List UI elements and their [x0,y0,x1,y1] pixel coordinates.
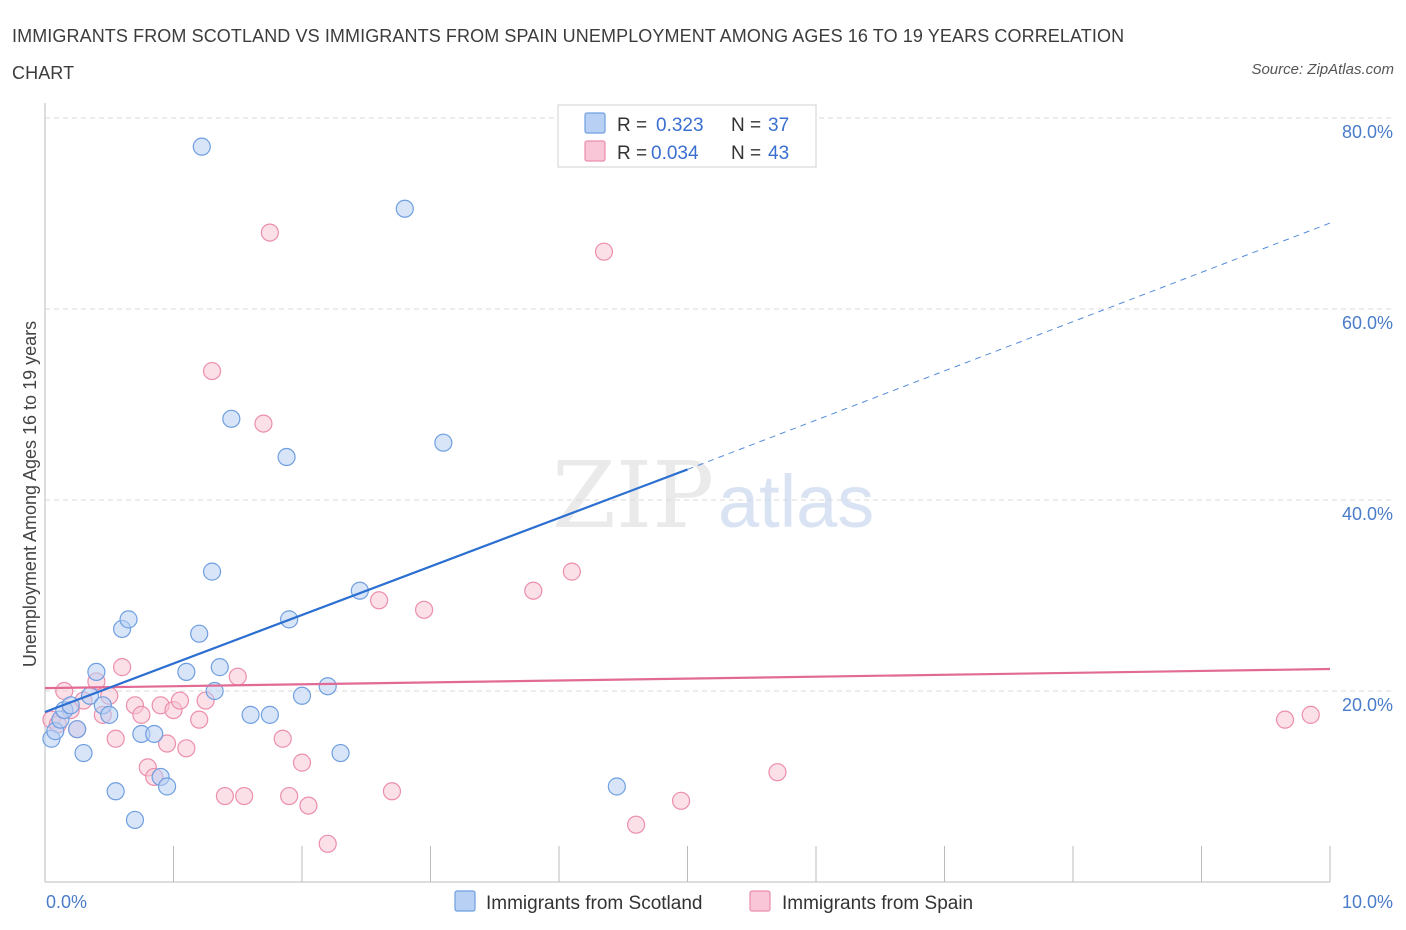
spain-point [235,786,254,806]
spain-point [254,414,273,433]
spain-point [228,667,247,686]
trend-lines [44,222,1331,714]
correlation-legend: R = 0.323 N = 37 R = 0.034 N = 43 [557,104,817,168]
scotland-point [125,810,145,830]
legend-swatch-scotland [584,112,606,134]
y-tick-label: 60.0% [1342,313,1393,333]
spain-point [768,763,787,782]
y-tick-label: 40.0% [1342,504,1393,524]
spain-point [202,361,222,381]
watermark-zip: ZIP [552,442,714,549]
scotland-point [607,777,626,796]
y-tick-label: 20.0% [1342,695,1393,715]
axes [44,103,1331,883]
scotland-point [119,610,138,629]
spain-point [1275,710,1295,729]
scotland-point [260,705,279,724]
legend-r-label-spain: R = [617,143,647,164]
spain-point [562,562,581,581]
spain-point [318,834,337,853]
scotland-point [222,409,241,428]
bottom-legend-swatch-scotland [454,890,476,912]
legend-swatch-spain [584,140,606,162]
spain-point [177,739,196,758]
legend-n-value-spain: 43 [768,143,789,164]
spain-point [292,753,312,772]
scotland-point [74,743,93,763]
spain-point [299,796,318,815]
spain-point [382,782,402,801]
legend-r-value-spain: 0.034 [651,143,699,164]
spain-point [280,786,299,806]
spain-point [215,786,234,806]
scotland-point [190,624,209,643]
spain-point [170,691,190,710]
x-tick-label-max: 10.0% [1342,892,1393,912]
scotland-point [331,743,350,763]
bottom-legend-label-spain: Immigrants from Spain [782,893,973,914]
spain-point [1301,705,1320,724]
series-legend: Immigrants from Scotland Immigrants from… [454,890,973,914]
scotland-point [292,686,312,705]
scotland-point [277,447,296,467]
spain-point [106,729,125,748]
bottom-legend-swatch-spain [749,890,771,912]
spain-point [190,710,209,729]
spain-point [594,242,614,261]
spain-point [273,729,292,748]
scotland-point [68,720,87,739]
spain-point [626,815,646,834]
spain-point [414,600,434,619]
scotland-point [192,137,211,156]
chart-title: IMMIGRANTS FROM SCOTLAND VS IMMIGRANTS F… [12,26,1125,83]
spain-point [157,734,177,753]
y-axis-label: Unemployment Among Ages 16 to 19 years [20,321,40,667]
legend-n-label-spain: N = [731,143,761,164]
scotland-point [100,705,119,724]
spain-point [671,791,691,810]
scotland-point [395,199,414,218]
scotland-point [157,777,177,796]
y-tick-label: 80.0% [1342,122,1393,142]
trend-line-scotland-extension [687,222,1331,470]
legend-n-value-scotland: 37 [768,115,789,136]
scotland-point [241,705,260,724]
trend-line-spain [44,667,1331,690]
legend-r-label-scotland: R = [617,115,647,136]
scotland-point [145,724,164,744]
scotland-point [318,677,337,696]
scotland-point [177,662,196,682]
spain-point [260,223,279,242]
spain-point [132,705,151,724]
scotland-point [106,782,125,801]
spain-point [112,658,132,677]
watermark-atlas: atlas [718,460,874,543]
series-scotland-points [42,137,626,830]
scotland-point [202,562,222,581]
x-tick-label-min: 0.0% [46,892,87,912]
spain-point [524,581,543,600]
y-tick-labels: 20.0% 40.0% 60.0% 80.0% [1342,122,1393,715]
spain-point [370,591,389,610]
scotland-point [434,433,453,452]
source-note: Source: ZipAtlas.com [1251,61,1394,78]
bottom-legend-label-scotland: Immigrants from Scotland [486,893,702,914]
scotland-point [210,658,229,677]
scotland-point [87,662,106,682]
legend-n-label-scotland: N = [731,115,761,136]
gridlines [45,117,1395,692]
trend-line-scotland [44,468,688,714]
legend-r-value-scotland: 0.323 [656,115,704,136]
